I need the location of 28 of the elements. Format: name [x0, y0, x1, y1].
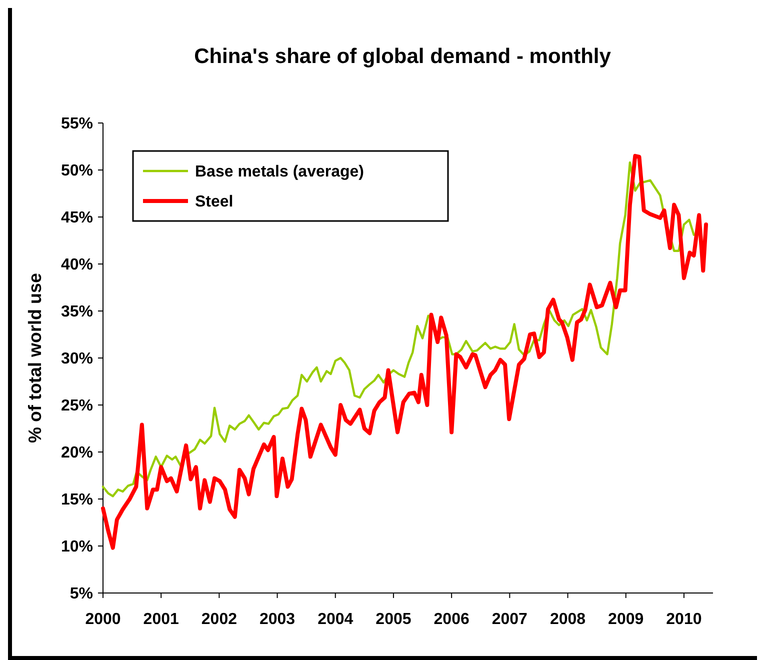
- y-tick-label: 30%: [60, 350, 93, 368]
- x-tick-label: 2008: [550, 611, 586, 628]
- line-series: [101, 154, 708, 550]
- line-series: [102, 161, 695, 498]
- x-tick-label: 2003: [259, 611, 296, 628]
- y-tick-label: 20%: [60, 444, 93, 462]
- y-tick-label: 55%: [60, 116, 93, 133]
- x-tick-label: 2001: [143, 611, 179, 628]
- x-tick-label: 2010: [666, 611, 702, 628]
- x-tick-label: 2005: [376, 611, 412, 628]
- x-tick-label: 2000: [85, 611, 121, 628]
- legend-label: Steel: [195, 194, 234, 211]
- y-axis-title: % of total world use: [25, 272, 45, 444]
- x-tick-label: 2006: [434, 611, 470, 628]
- legend-label: Base metals (average): [195, 164, 364, 181]
- x-tick-label: 2004: [318, 611, 354, 628]
- y-tick-label: 25%: [60, 398, 93, 415]
- y-tick-label: 45%: [60, 210, 93, 227]
- y-tick-label: 35%: [60, 304, 93, 321]
- x-tick-label: 2002: [201, 611, 238, 628]
- y-tick-label: 15%: [60, 492, 93, 509]
- x-tick-label: 2009: [608, 611, 644, 628]
- y-tick-label: 5%: [70, 586, 93, 603]
- x-tick-label: 2007: [492, 611, 528, 628]
- y-tick-label: 40%: [60, 256, 93, 274]
- y-tick-label: 50%: [60, 162, 93, 180]
- chart-title: China's share of global demand - monthly: [194, 45, 612, 68]
- y-tick-label: 10%: [60, 538, 93, 556]
